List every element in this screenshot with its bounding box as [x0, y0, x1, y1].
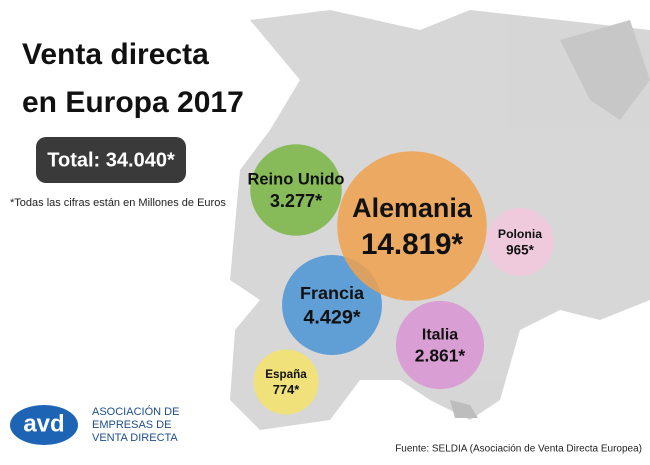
bubble: [282, 255, 382, 355]
bubble: [395, 300, 485, 390]
logo-mark: [10, 405, 78, 445]
org-line: EMPRESAS DE: [92, 419, 171, 431]
total: Total: 34.040*: [47, 149, 175, 171]
bubbles: Reino Unido 3.277* Polonia 965* Francia 4.429…: [248, 144, 554, 415]
total-box: [36, 137, 186, 183]
logo: avd: [23, 410, 64, 437]
bubble-label: Polonia: [498, 227, 542, 241]
title: Venta directa: [22, 38, 209, 71]
bubble-label: Italia: [422, 327, 458, 344]
bubble-label: Reino Unido: [248, 170, 345, 188]
subtitle: en Europa 2017: [22, 86, 244, 119]
bubble: [337, 151, 487, 301]
bubble-label: Alemania: [352, 193, 473, 223]
bubble-value: 965*: [506, 243, 534, 258]
bubble-value: 2.861*: [415, 346, 466, 366]
bubble-value: 4.429*: [303, 307, 360, 329]
bubble-label: España: [265, 368, 307, 381]
source: Fuente: SELDIA (Asociación de Venta Dire…: [395, 444, 642, 455]
bubble: [486, 208, 554, 276]
bubble-value: 3.277*: [270, 191, 323, 211]
bubble: [250, 144, 342, 236]
bubble-value: 14.819*: [361, 228, 464, 261]
bubble-label: Francia: [300, 283, 365, 303]
org-line: ASOCIACIÓN DE: [92, 405, 179, 418]
note: *Todas las cifras están en Millones de E…: [10, 197, 226, 209]
bubble: [253, 349, 319, 415]
org-line: VENTA DIRECTA: [92, 432, 178, 444]
bubble-value: 774*: [273, 382, 299, 397]
